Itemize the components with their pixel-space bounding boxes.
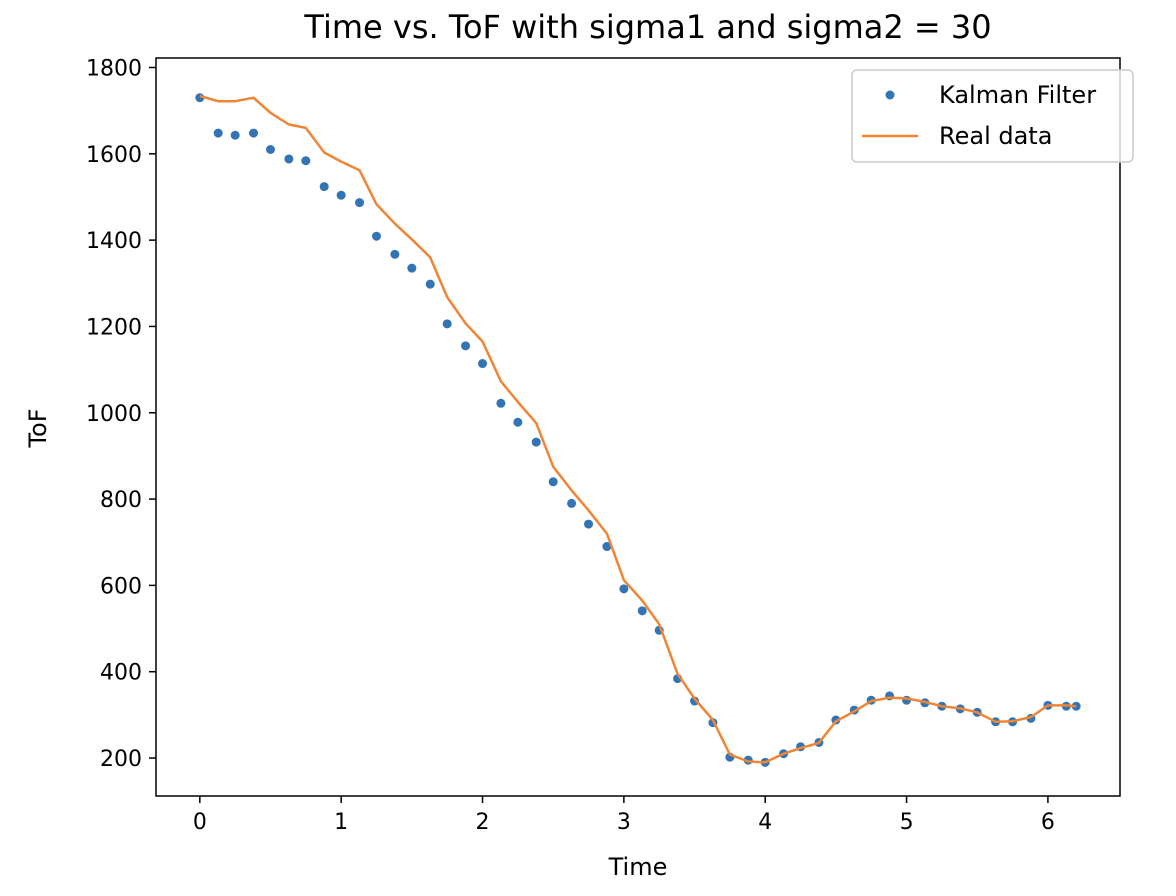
y-tick-label: 1600 [86,143,142,168]
kalman-filter-point [372,231,382,241]
chart-title: Time vs. ToF with sigma1 and sigma2 = 30 [303,8,991,46]
y-tick-label: 1800 [86,56,142,81]
x-axis: 0 1 2 3 4 5 6 [193,796,1055,835]
x-tick-label: 0 [193,810,207,835]
kalman-filter-point [531,437,541,447]
kalman-filter-point [619,584,629,594]
x-tick-label: 1 [334,810,348,835]
series-kalman-filter [195,93,1081,767]
kalman-filter-point [390,249,400,259]
legend: Kalman Filter Real data [851,69,1134,163]
kalman-filter-point [301,156,311,166]
plot-data [195,93,1081,767]
x-tick-label: 3 [617,810,631,835]
x-tick-label: 4 [758,810,772,835]
kalman-filter-point [213,128,223,138]
x-tick-label: 2 [476,810,490,835]
plot-frame [155,57,1121,797]
kalman-filter-point [637,606,647,616]
kalman-filter-point [602,542,612,552]
kalman-filter-point [496,398,506,408]
kalman-filter-point [461,341,471,351]
kalman-filter-point [478,359,488,369]
kalman-filter-point [567,498,577,508]
legend-frame [851,69,1134,163]
kalman-filter-point [407,263,417,273]
kalman-filter-point [548,477,558,487]
kalman-filter-point [584,519,594,529]
kalman-filter-point [513,417,523,427]
kalman-filter-point [249,128,259,138]
y-tick-label: 200 [100,747,142,772]
kalman-filter-point [355,198,365,208]
kalman-filter-point [690,696,700,706]
y-tick-label: 1200 [86,315,142,340]
kalman-filter-point [425,279,435,289]
x-tick-label: 6 [1041,810,1055,835]
y-tick-label: 1400 [86,229,142,254]
y-axis: 200 400 600 800 1000 1200 1400 1600 1800 [86,56,156,772]
kalman-filter-point [284,154,294,164]
kalman-filter-point [336,190,346,200]
legend-marker-kalman-filter [885,90,895,100]
x-axis-label: Time [608,853,668,881]
real-data-line [199,94,1077,764]
x-tick-label: 5 [900,810,914,835]
legend-label-kalman-filter: Kalman Filter [939,81,1096,109]
y-tick-label: 1000 [86,402,142,427]
y-tick-label: 400 [100,661,142,686]
kalman-filter-point [319,182,329,192]
y-axis-label: ToF [24,408,52,448]
kalman-filter-point [442,319,452,329]
y-tick-label: 800 [100,488,142,513]
kalman-filter-point [230,130,240,140]
y-tick-label: 600 [100,574,142,599]
legend-label-real-data: Real data [939,122,1052,150]
kalman-filter-point [265,144,275,154]
